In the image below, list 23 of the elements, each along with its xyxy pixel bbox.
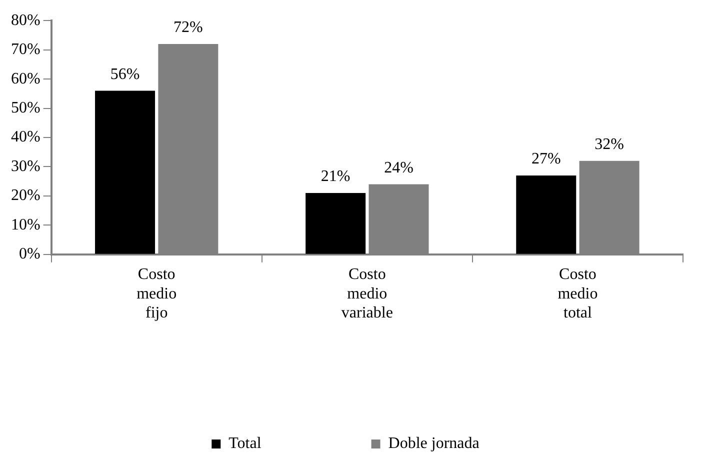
y-tick-label: 50%	[11, 99, 40, 116]
y-tick-label: 30%	[11, 158, 40, 175]
data-label: 56%	[110, 66, 140, 83]
bar	[306, 193, 366, 254]
y-tick-label: 80%	[11, 12, 40, 29]
data-label: 72%	[174, 19, 203, 36]
legend-label: Doble jornada	[388, 435, 480, 452]
data-label: 21%	[320, 168, 350, 186]
x-tick-label: Costo medio total	[558, 266, 598, 322]
bar	[516, 175, 576, 254]
y-tick-label: 70%	[11, 41, 40, 58]
y-tick-label: 20%	[11, 187, 40, 204]
bar	[95, 90, 156, 254]
x-tick-label: Costo medio fijo	[136, 266, 177, 322]
x-tick-label: Costo medio variable	[341, 266, 393, 322]
data-label: 32%	[594, 136, 624, 154]
y-tick-label: 0%	[19, 246, 40, 263]
data-label: 27%	[531, 150, 561, 168]
legend-label: Total	[228, 435, 262, 452]
y-tick-label: 60%	[11, 70, 40, 88]
y-tick-label: 10%	[11, 216, 40, 234]
y-tick-label: 40%	[11, 128, 40, 146]
data-label: 24%	[384, 159, 414, 176]
